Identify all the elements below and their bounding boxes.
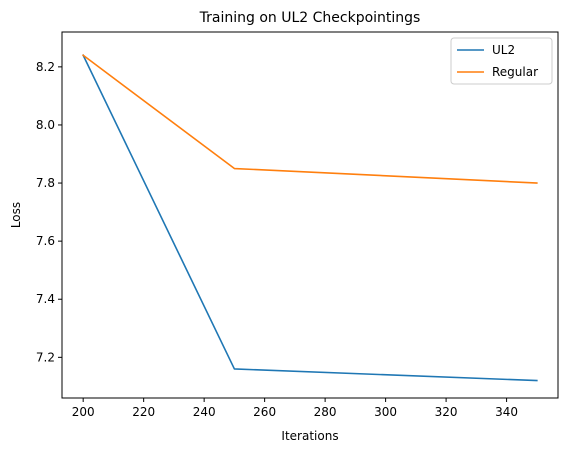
- y-tick-label: 7.8: [36, 176, 55, 190]
- x-tick-label: 300: [374, 405, 397, 419]
- y-tick-label: 7.4: [36, 292, 55, 306]
- legend: UL2 Regular: [451, 38, 552, 84]
- y-tick-label: 8.2: [36, 60, 55, 74]
- x-axis-label: Iterations: [281, 429, 338, 443]
- y-tick-label: 8.0: [36, 118, 55, 132]
- x-tick-label: 340: [495, 405, 518, 419]
- legend-label-regular: Regular: [492, 65, 538, 79]
- x-tick-label: 320: [435, 405, 458, 419]
- x-axis: 200 220 240 260 280 300 320 340: [72, 398, 518, 419]
- x-tick-label: 200: [72, 405, 95, 419]
- x-tick-label: 220: [132, 405, 155, 419]
- y-axis: 7.2 7.4 7.6 7.8 8.0 8.2: [36, 60, 62, 364]
- plot-area: [62, 32, 558, 398]
- y-tick-label: 7.6: [36, 234, 55, 248]
- x-tick-label: 280: [314, 405, 337, 419]
- y-tick-label: 7.2: [36, 350, 55, 364]
- chart-title: Training on UL2 Checkpointings: [199, 10, 421, 26]
- x-tick-label: 260: [253, 405, 276, 419]
- x-tick-label: 240: [193, 405, 216, 419]
- series-lines: [83, 55, 537, 380]
- series-line-ul2: [83, 55, 537, 380]
- plot-frame: [62, 32, 558, 398]
- legend-label-ul2: UL2: [492, 43, 515, 57]
- y-axis-label: Loss: [9, 202, 23, 228]
